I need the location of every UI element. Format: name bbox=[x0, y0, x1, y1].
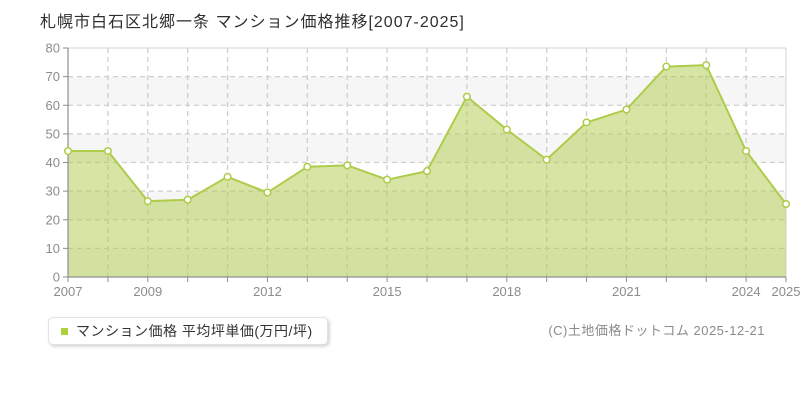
x-axis-label: 2024 bbox=[732, 284, 761, 299]
data-point bbox=[542, 155, 551, 164]
x-axis-label: 2021 bbox=[612, 284, 641, 299]
data-point bbox=[702, 61, 711, 70]
data-point bbox=[143, 197, 152, 206]
y-axis-label: 70 bbox=[46, 69, 60, 84]
copyright-text: (C)土地価格ドットコム 2025-12-21 bbox=[548, 323, 765, 338]
data-point bbox=[742, 147, 751, 156]
y-axis-label: 30 bbox=[46, 184, 60, 199]
x-axis-label: 2015 bbox=[373, 284, 402, 299]
y-axis-label: 40 bbox=[46, 155, 60, 170]
data-point bbox=[582, 118, 591, 127]
y-axis-label: 50 bbox=[46, 126, 60, 141]
data-point bbox=[263, 188, 272, 197]
data-point bbox=[303, 162, 312, 171]
data-point bbox=[223, 172, 232, 181]
data-point bbox=[183, 195, 192, 204]
y-axis-label: 0 bbox=[53, 270, 60, 285]
x-axis-label: 2025 bbox=[772, 284, 800, 299]
data-point bbox=[662, 62, 671, 71]
y-axis-label: 10 bbox=[46, 241, 60, 256]
chart-title: 札幌市白石区北郷一条 マンション価格推移[2007-2025] bbox=[40, 14, 465, 31]
data-point bbox=[63, 147, 73, 156]
data-point bbox=[383, 175, 392, 184]
data-point bbox=[103, 147, 112, 156]
data-point bbox=[462, 92, 471, 101]
legend: マンション価格 平均坪単価(万円/坪) bbox=[48, 317, 328, 345]
data-point bbox=[502, 125, 511, 134]
x-axis-label: 2012 bbox=[253, 284, 282, 299]
x-axis-label: 2009 bbox=[133, 284, 162, 299]
data-point bbox=[781, 199, 791, 209]
data-point bbox=[422, 167, 432, 176]
series-marker-icon bbox=[61, 327, 68, 335]
x-axis-label: 2018 bbox=[492, 284, 521, 299]
data-point bbox=[343, 161, 352, 170]
legend-label: マンション価格 平均坪単価(万円/坪) bbox=[76, 323, 313, 339]
y-axis-label: 80 bbox=[46, 41, 60, 56]
x-axis-label: 2007 bbox=[54, 284, 83, 299]
y-axis-label: 20 bbox=[46, 212, 60, 227]
y-axis-label: 60 bbox=[46, 98, 60, 113]
data-point bbox=[622, 105, 631, 114]
